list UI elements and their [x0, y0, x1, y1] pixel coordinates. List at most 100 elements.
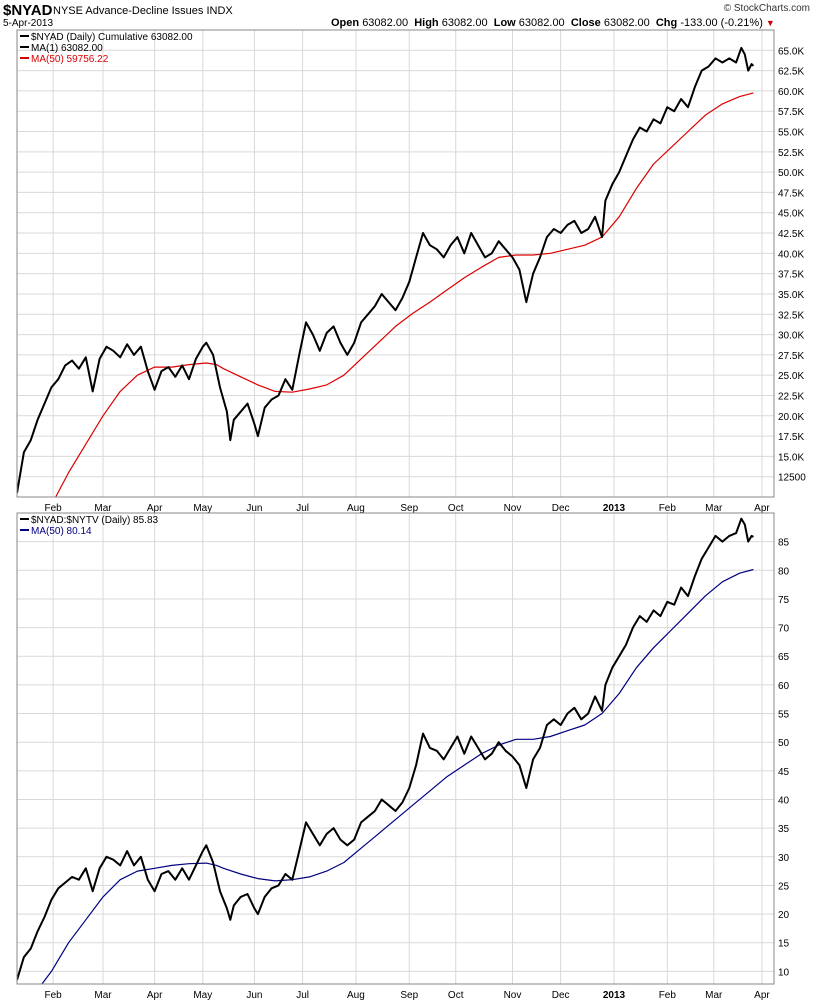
- x-tick-label: 2013: [603, 503, 626, 514]
- x-tick-label: Apr: [754, 503, 770, 514]
- x-tick-label: Mar: [705, 503, 723, 514]
- y-tick-label: 20.0K: [778, 412, 804, 423]
- x-tick-label: Nov: [504, 990, 522, 1000]
- y-tick-label: 65: [778, 652, 790, 663]
- x-tick-label: Feb: [45, 503, 63, 514]
- x-tick-label: May: [193, 990, 212, 1000]
- y-tick-label: 32.5K: [778, 310, 804, 321]
- plot-area: [17, 30, 774, 497]
- high-label: High: [414, 17, 439, 29]
- close-label: Close: [570, 17, 601, 29]
- y-tick-label: 47.5K: [778, 188, 804, 199]
- y-tick-label: 45: [778, 767, 790, 778]
- x-tick-label: Oct: [448, 990, 464, 1000]
- x-tick-label: Mar: [94, 990, 112, 1000]
- y-tick-label: 15.0K: [778, 452, 804, 463]
- quote-date: 5-Apr-2013: [3, 18, 54, 29]
- low-value: 63082.00: [518, 17, 565, 29]
- y-tick-label: 70: [778, 624, 790, 635]
- y-tick-label: 42.5K: [778, 229, 804, 240]
- quote-bar: Open 63082.00 High 63082.00 Low 63082.00…: [331, 17, 775, 29]
- y-tick-label: 30: [778, 853, 790, 864]
- y-tick-label: 60.0K: [778, 87, 804, 98]
- chg-value: -133.00 (-0.21%): [680, 17, 763, 29]
- y-tick-label: 52.5K: [778, 148, 804, 159]
- y-tick-label: 37.5K: [778, 270, 804, 281]
- y-tick-label: 15: [778, 939, 790, 950]
- moving-average-line: [41, 568, 754, 984]
- x-tick-label: Jul: [296, 990, 309, 1000]
- plot-border: [16, 29, 775, 498]
- y-tick-label: 57.5K: [778, 107, 804, 118]
- symbol-title: $NYAD: [3, 2, 53, 19]
- x-tick-label: Oct: [448, 503, 464, 514]
- high-value: 63082.00: [441, 17, 488, 29]
- x-tick-label: Sep: [400, 990, 418, 1000]
- y-tick-label: 75: [778, 595, 790, 606]
- y-tick-label: 80: [778, 566, 790, 577]
- moving-average-line: [55, 92, 754, 497]
- legend-entry: $NYAD (Daily) Cumulative 63082.00: [31, 32, 193, 43]
- exchange-text: INDX: [206, 5, 233, 17]
- y-tick-label: 25.0K: [778, 371, 804, 382]
- open-label: Open: [331, 17, 360, 29]
- chg-label: Chg: [655, 17, 678, 29]
- y-tick-label: 12500: [778, 473, 806, 484]
- x-tick-label: Aug: [347, 503, 365, 514]
- x-tick-label: Aug: [347, 990, 365, 1000]
- y-tick-label: 65.0K: [778, 46, 804, 57]
- x-tick-label: Feb: [659, 990, 677, 1000]
- legend-entry: MA(50) 80.14: [31, 526, 92, 537]
- legend-entry: MA(1) 63082.00: [31, 43, 103, 54]
- y-tick-label: 35.0K: [778, 290, 804, 301]
- x-tick-label: Jun: [246, 990, 262, 1000]
- y-tick-label: 40: [778, 795, 790, 806]
- y-tick-label: 55: [778, 710, 790, 721]
- open-value: 63082.00: [362, 17, 409, 29]
- y-tick-label: 35: [778, 824, 790, 835]
- x-tick-label: Dec: [552, 503, 570, 514]
- x-tick-label: Sep: [400, 503, 418, 514]
- y-tick-label: 27.5K: [778, 351, 804, 362]
- y-tick-label: 62.5K: [778, 67, 804, 78]
- price-series-line: [17, 517, 754, 981]
- price-series-line: [17, 46, 755, 494]
- x-tick-label: Mar: [705, 990, 723, 1000]
- x-tick-label: Feb: [45, 990, 63, 1000]
- y-tick-label: 50: [778, 738, 790, 749]
- y-tick-label: 20: [778, 910, 790, 921]
- x-tick-label: May: [193, 503, 212, 514]
- x-tick-label: Apr: [754, 990, 770, 1000]
- close-value: 63082.00: [603, 17, 650, 29]
- plot-area: [17, 513, 774, 984]
- x-tick-label: Apr: [147, 503, 163, 514]
- x-tick-label: Apr: [147, 990, 163, 1000]
- down-arrow-icon: ▼: [765, 18, 775, 28]
- x-tick-label: Jul: [296, 503, 309, 514]
- y-tick-label: 50.0K: [778, 168, 804, 179]
- legend-entry: MA(50) 59756.22: [31, 54, 109, 65]
- x-tick-label: 2013: [603, 990, 626, 1000]
- y-tick-label: 30.0K: [778, 331, 804, 342]
- y-tick-label: 60: [778, 681, 790, 692]
- x-tick-label: Nov: [504, 503, 522, 514]
- low-label: Low: [493, 17, 516, 29]
- description-text: NYSE Advance-Decline Issues: [53, 5, 204, 17]
- y-tick-label: 40.0K: [778, 249, 804, 260]
- y-tick-label: 85: [778, 538, 790, 549]
- y-tick-label: 45.0K: [778, 209, 804, 220]
- y-tick-label: 25: [778, 881, 790, 892]
- plot-border: [16, 512, 775, 985]
- brand-watermark: © StockCharts.com: [723, 3, 810, 14]
- symbol-description: NYSE Advance-Decline Issues INDX: [53, 5, 233, 17]
- legend-entry: $NYAD:$NYTV (Daily) 85.83: [31, 515, 159, 526]
- x-tick-label: Feb: [659, 503, 677, 514]
- y-tick-label: 55.0K: [778, 128, 804, 139]
- x-tick-label: Jun: [246, 503, 262, 514]
- x-tick-label: Dec: [552, 990, 570, 1000]
- y-tick-label: 22.5K: [778, 391, 804, 402]
- y-tick-label: 17.5K: [778, 432, 804, 443]
- y-tick-label: 10: [778, 967, 790, 978]
- x-tick-label: Mar: [94, 503, 112, 514]
